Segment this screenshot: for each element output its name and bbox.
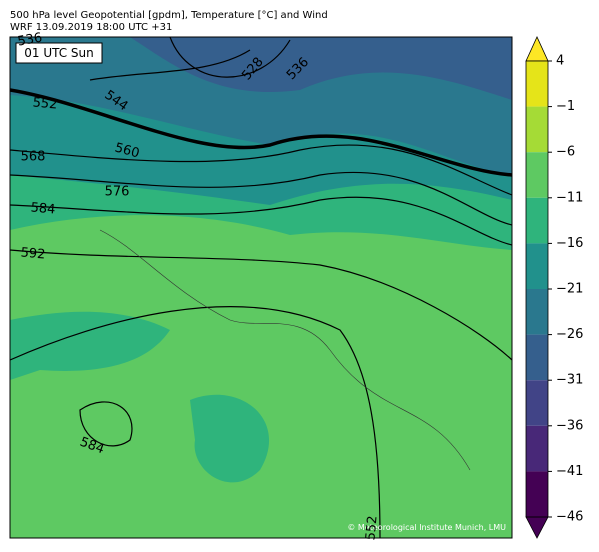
map (10, 37, 512, 538)
colorbar-segment (526, 380, 548, 426)
colorbar-tick-label: −6 (556, 145, 575, 160)
colorbar-segment (526, 471, 548, 517)
colorbar-segment (526, 243, 548, 289)
colorbar-segment (526, 334, 548, 381)
contour-label: 576 (105, 185, 130, 200)
contour-label: 560 (113, 141, 141, 162)
colorbar-tick-label: −11 (556, 190, 583, 205)
colorbar-segment (526, 425, 548, 472)
colorbar-segment (526, 289, 548, 335)
title: 500 hPa level Geopotential [gpdm], Tempe… (10, 10, 328, 21)
credit: © Meteorological Institute Munich, LMU (347, 523, 506, 532)
colorbar-tick-label: −21 (556, 282, 583, 297)
contour-label: 536 (16, 30, 43, 49)
contour-label: 552 (32, 95, 58, 112)
colorbar-tick-label: −26 (556, 327, 583, 342)
colorbar-segment (526, 106, 548, 153)
contour-label: 552 (363, 515, 380, 541)
colorbar-tick-label: −41 (556, 464, 583, 479)
colorbar-extend-top (525, 36, 549, 62)
colorbar-segment (526, 152, 548, 198)
time-label: 01 UTC Sun (24, 46, 94, 60)
colorbar-tick-label: −31 (556, 373, 583, 388)
contour-label: 584 (30, 200, 56, 217)
colorbar-tick-label: −46 (556, 510, 583, 525)
colorbar: 4 −1 −6 −11 −16 −21 −26 −31 −36 −41 −46 (525, 36, 583, 539)
colorbar-segment (526, 61, 548, 107)
colorbar-extend-bottom (525, 516, 549, 539)
colorbar-tick-label: −1 (556, 99, 575, 114)
colorbar-tick-label: −36 (556, 418, 583, 433)
colorbar-tick-label: −16 (556, 236, 583, 251)
time-box (15, 42, 103, 64)
contour-label: 592 (20, 245, 46, 262)
colorbar-segment (526, 197, 548, 244)
colorbar-frame (525, 60, 549, 518)
subtitle: WRF 13.09.2019 18:00 UTC +31 (10, 22, 172, 33)
colorbar-tick-label: 4 (556, 54, 564, 69)
map-frame (9, 36, 513, 539)
contour-label: 568 (21, 150, 46, 165)
